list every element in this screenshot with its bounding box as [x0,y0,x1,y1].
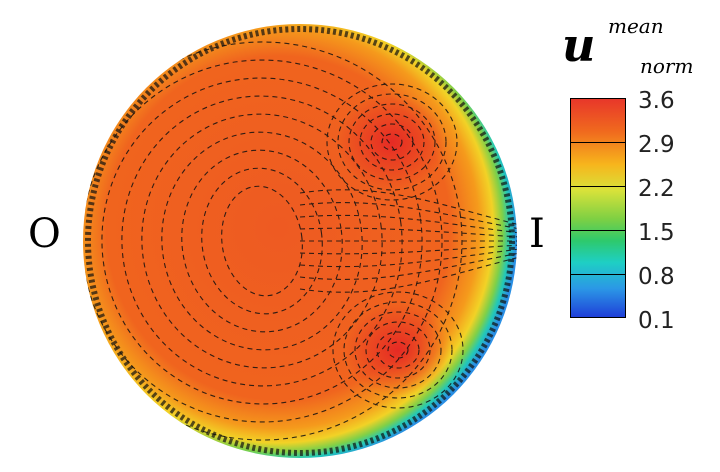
vector-streamlines [83,41,517,441]
colorbar-divider [571,142,625,143]
streamline [83,41,463,441]
colorbar [570,98,626,318]
streamline [299,227,517,238]
velocity-disc [83,24,517,458]
legend-symbol: u [562,18,596,72]
legend-subscript: norm [640,54,694,78]
streamline [370,123,414,161]
streamline [83,59,443,423]
streamline [387,341,409,359]
streamline [141,113,383,369]
colorbar-divider [571,274,625,275]
streamline [343,301,453,399]
streamline [299,252,517,280]
streamline [326,83,458,201]
streamline [101,77,423,405]
streamline [354,311,442,389]
legend-superscript: mean [608,14,664,38]
colorbar-divider [571,186,625,187]
upper-vortex-hotspot [337,94,447,190]
streamline [299,189,517,226]
colorbar-tick-label: 0.8 [638,264,675,290]
colorbar-tick-label: 1.5 [638,220,675,246]
streamline [381,133,403,151]
outer-wall-label: O [28,211,61,257]
streamline [365,321,431,379]
streamline [299,202,517,230]
streamline [299,248,517,268]
streamline [337,93,447,191]
streamline [221,185,303,297]
streamline [121,95,403,387]
streamline [332,291,464,409]
streamline [359,113,425,171]
colorbar-tick-label: 2.9 [638,132,675,158]
lower-vortex-hotspot [346,304,450,396]
colorbar-tick-label: 2.2 [638,176,675,202]
inner-wall-label: I [529,211,545,257]
colorbar-tick-label: 0.1 [638,308,675,334]
streamline [376,331,420,369]
colorbar-tick-label: 3.6 [638,88,675,114]
streamline [348,103,436,181]
streamline [161,131,363,351]
streamline [299,214,517,234]
streamline [201,167,323,315]
streamline [181,149,343,333]
colorbar-divider [571,230,625,231]
streamline [299,256,517,293]
streamline [299,244,517,255]
